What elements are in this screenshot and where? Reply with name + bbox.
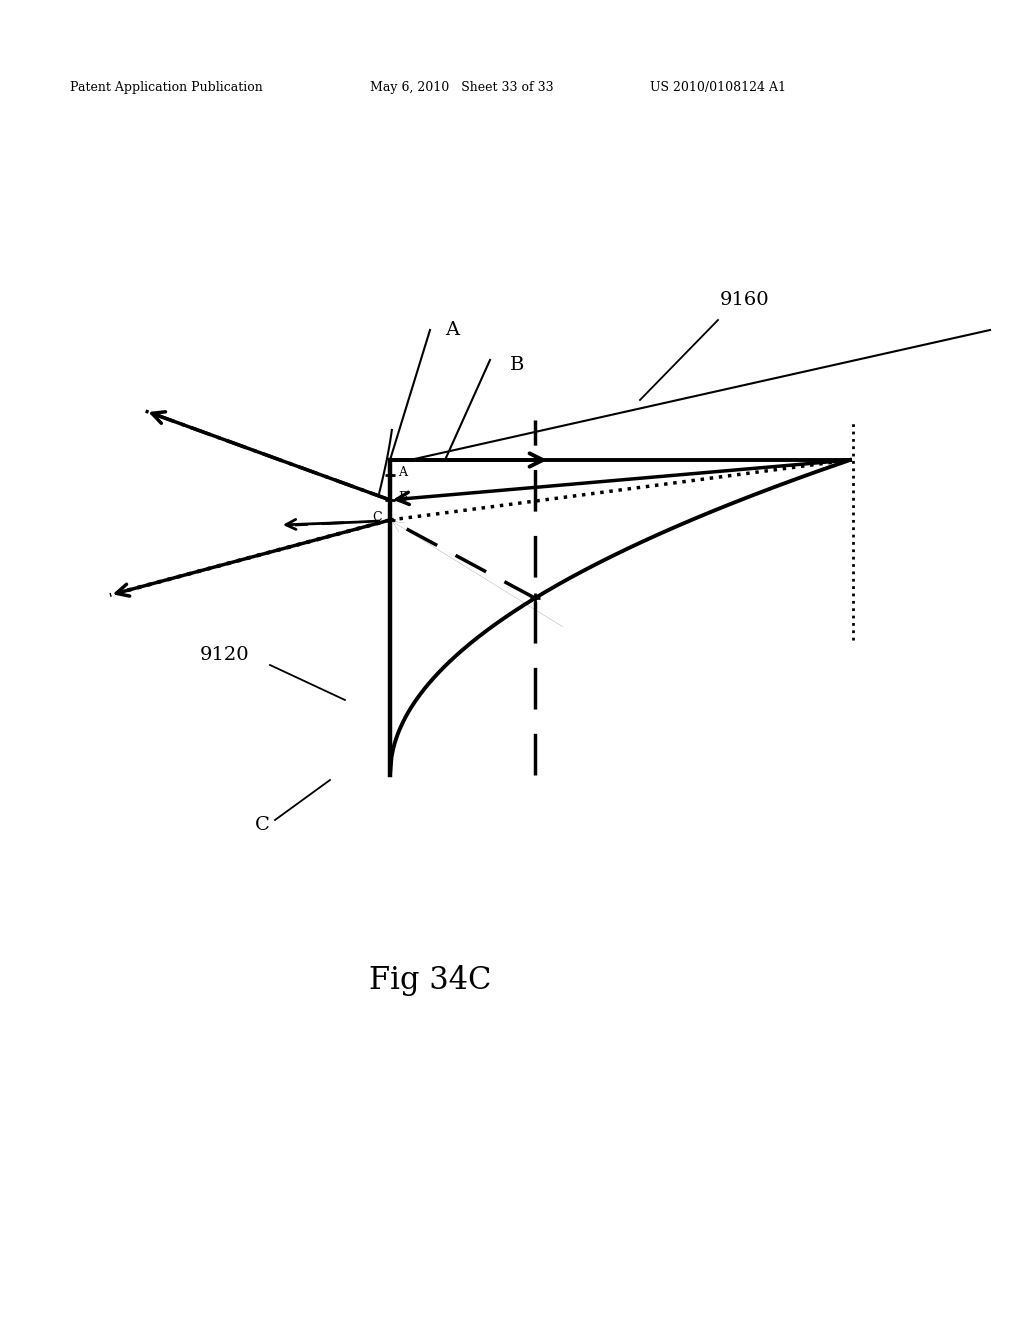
Text: C: C — [372, 511, 382, 524]
Text: May 6, 2010   Sheet 33 of 33: May 6, 2010 Sheet 33 of 33 — [370, 82, 554, 95]
Text: Fig 34C: Fig 34C — [369, 965, 492, 995]
Text: 9160: 9160 — [720, 290, 770, 309]
Text: A: A — [398, 466, 407, 479]
Text: US 2010/0108124 A1: US 2010/0108124 A1 — [650, 82, 786, 95]
Text: 9120: 9120 — [200, 645, 250, 664]
Text: B: B — [398, 491, 408, 504]
Text: C: C — [255, 816, 270, 834]
Text: A: A — [445, 321, 459, 339]
Text: B: B — [510, 356, 524, 374]
Text: Patent Application Publication: Patent Application Publication — [70, 82, 263, 95]
